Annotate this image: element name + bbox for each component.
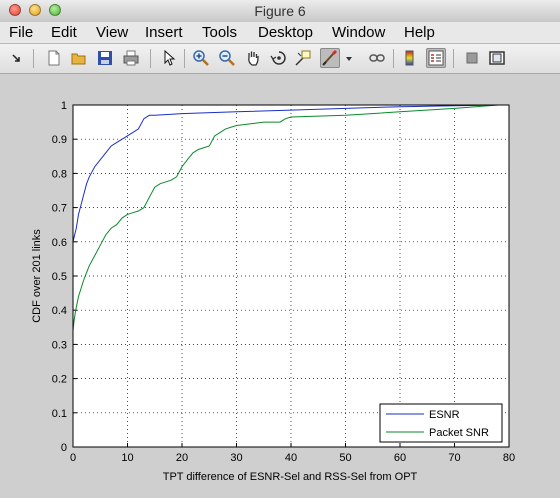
x-tick-label: 70 <box>448 452 460 464</box>
figure-toolbar <box>0 44 560 74</box>
menu-bar: File Edit View Insert Tools Desktop Wind… <box>0 22 560 44</box>
y-tick-label: 0.4 <box>52 305 67 317</box>
x-tick-label: 30 <box>230 452 242 464</box>
menu-tools[interactable]: Tools <box>202 24 238 41</box>
x-tick-label: 20 <box>176 452 188 464</box>
toolbar-separator <box>150 49 151 68</box>
y-tick-label: 0.7 <box>52 203 67 215</box>
x-tick-label: 80 <box>503 452 515 464</box>
cdf-line-chart[interactable]: 0 10 20 30 40 50 60 70 80 0 0.1 0.2 0.3 0.4 0.5 0.6 0.7 0… <box>0 74 560 493</box>
print-icon[interactable] <box>122 49 140 67</box>
figure-canvas: 0 10 20 30 40 50 60 70 80 0 0.1 0.2 0.3 0.4 0.5 0.6 0.7 0… <box>0 74 560 493</box>
zoom-out-icon[interactable] <box>218 49 236 67</box>
y-tick-label: 0.8 <box>52 168 67 180</box>
data-lines <box>72 104 499 447</box>
save-icon[interactable] <box>96 49 114 67</box>
series-line-esnr <box>72 104 499 447</box>
x-tick-label: 10 <box>121 452 133 464</box>
y-tick-label: 0.6 <box>52 237 67 249</box>
y-tick-label: 1 <box>61 100 67 112</box>
menu-help[interactable]: Help <box>404 24 435 41</box>
data-cursor-icon[interactable] <box>294 49 312 67</box>
series-line-packet-snr <box>72 104 499 447</box>
toolbar-separator <box>453 49 454 68</box>
x-axis-label: TPT difference of ESNR-Sel and RSS-Sel f… <box>163 471 418 483</box>
open-file-icon[interactable] <box>70 49 88 67</box>
x-tick-label: 0 <box>70 452 76 464</box>
brush-dropdown-icon[interactable] <box>344 49 354 67</box>
y-tick-label: 0.2 <box>52 374 67 386</box>
colorbar-icon[interactable] <box>401 49 419 67</box>
legend-box <box>379 403 503 443</box>
rotate-3d-icon[interactable] <box>270 49 288 67</box>
y-tick-label: 0.5 <box>52 271 67 283</box>
menu-view[interactable]: View <box>96 24 129 41</box>
toolbar-separator <box>33 49 34 68</box>
menu-desktop[interactable]: Desktop <box>258 24 314 41</box>
window-titlebar: Figure 6 <box>0 0 560 23</box>
legend[interactable]: ESNR Packet SNR <box>379 403 503 443</box>
pan-hand-icon[interactable] <box>244 49 262 67</box>
menu-file[interactable]: File <box>9 24 34 41</box>
zoom-window-button[interactable] <box>49 4 61 16</box>
minimize-window-button[interactable] <box>29 4 41 16</box>
legend-icon[interactable] <box>426 48 446 68</box>
show-plot-tools-icon[interactable] <box>488 49 506 67</box>
menu-window[interactable]: Window <box>332 24 386 41</box>
menu-insert[interactable]: Insert <box>145 24 183 41</box>
select-pointer-icon[interactable] <box>160 49 178 67</box>
menu-edit[interactable]: Edit <box>51 24 77 41</box>
toolbar-separator <box>393 49 394 68</box>
axis-ticks: 0 10 20 30 40 50 60 70 80 0 0.1 0.2 0.3 0.4 0.5 0.6 0.7 0… <box>52 100 515 464</box>
brush-icon[interactable] <box>320 48 340 68</box>
x-tick-label: 40 <box>285 452 297 464</box>
new-figure-icon[interactable] <box>45 49 63 67</box>
axes-box <box>72 104 510 448</box>
axes-background <box>73 105 509 447</box>
toolbar-separator <box>184 49 185 68</box>
y-tick-label: 0.9 <box>52 134 67 146</box>
y-axis-label: CDF over 201 links <box>31 229 43 323</box>
y-tick-label: 0.1 <box>52 408 67 420</box>
arrow-menu-icon[interactable] <box>7 49 25 67</box>
close-window-button[interactable] <box>9 4 21 16</box>
x-tick-label: 50 <box>339 452 351 464</box>
zoom-in-icon[interactable] <box>192 49 210 67</box>
y-tick-label: 0 <box>61 442 67 454</box>
legend-label-esnr: ESNR <box>429 409 460 421</box>
y-tick-label: 0.3 <box>52 339 67 351</box>
link-plot-icon[interactable] <box>368 49 386 67</box>
window-title: Figure 6 <box>254 3 306 19</box>
legend-label-packet-snr: Packet SNR <box>429 427 489 439</box>
hide-plot-tools-icon[interactable] <box>463 49 481 67</box>
x-tick-label: 60 <box>394 452 406 464</box>
